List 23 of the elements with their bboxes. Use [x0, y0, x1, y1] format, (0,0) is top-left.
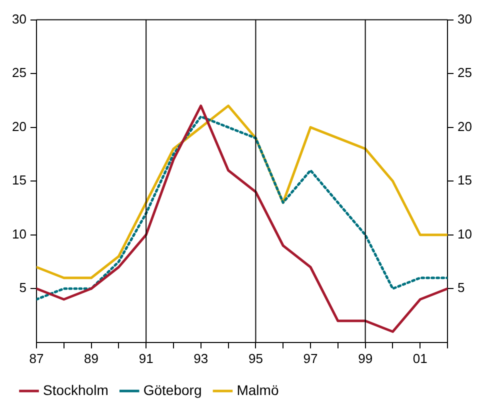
y2-tick-label: 10: [458, 226, 472, 242]
x-tick-label: 89: [84, 350, 99, 366]
y-tick-label: 25: [12, 65, 26, 80]
x-tick-label: 93: [194, 350, 208, 366]
y2-tick-label: 5: [458, 280, 465, 296]
legend-label: Stockholm: [43, 382, 108, 398]
y2-tick-label: 15: [458, 172, 472, 188]
legend-label: Malmö: [236, 382, 279, 398]
y-tick-label: 10: [12, 226, 26, 242]
legend-label: Göteborg: [143, 382, 202, 398]
y2-tick-label: 20: [458, 118, 472, 134]
x-tick-label: 99: [358, 350, 373, 366]
y-tick-label: 30: [12, 11, 26, 26]
y-tick-label: 15: [12, 172, 26, 188]
x-tick-label: 95: [248, 350, 263, 366]
y-tick-label: 5: [19, 280, 26, 296]
y2-tick-label: 25: [458, 65, 472, 80]
x-tick-label: 91: [138, 350, 154, 366]
x-tick-label: 97: [303, 350, 318, 366]
y-tick-label: 20: [12, 118, 26, 134]
x-tick-label: 87: [29, 350, 44, 366]
x-tick-label: 01: [412, 350, 428, 366]
y2-tick-label: 30: [458, 11, 472, 26]
